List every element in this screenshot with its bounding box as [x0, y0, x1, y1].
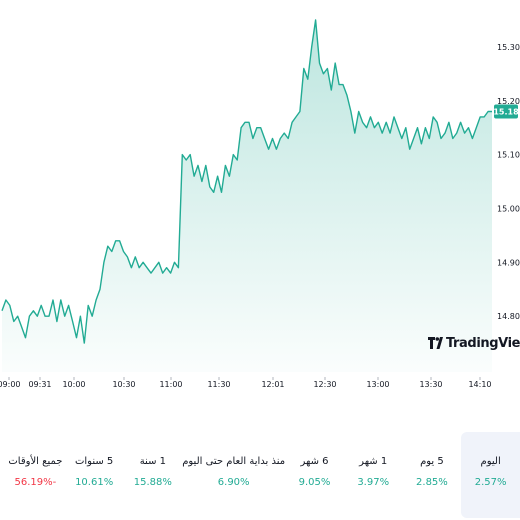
y-axis-tick-label: 15.20	[497, 97, 520, 106]
period-6-months[interactable]: 6 شهر 9.05%	[285, 432, 344, 518]
x-axis-tick-label: 12:01	[261, 380, 284, 389]
period-label: 6 شهر	[300, 456, 329, 467]
last-price-label: 15.18	[493, 108, 519, 117]
price-line	[1, 19, 492, 344]
period-today[interactable]: اليوم 2.57%	[461, 432, 520, 518]
x-axis-tick-label: 10:30	[112, 380, 135, 389]
y-axis-tick-label: 14.90	[497, 258, 520, 267]
price-area-fill	[2, 20, 492, 372]
period-value: 6.90%	[217, 477, 250, 488]
period-all-time[interactable]: جميع الأوقات 56.19%-	[6, 432, 65, 518]
tradingview-watermark[interactable]: TradingView	[428, 332, 520, 354]
y-axis-tick-label: 15.10	[497, 151, 520, 160]
period-5-days[interactable]: 5 يوم 2.85%	[403, 432, 462, 518]
period-label: 1 شهر	[359, 456, 388, 467]
y-axis-tick-label: 15.30	[497, 43, 520, 52]
price-chart[interactable]: 15.30 15.20 15.10 15.00 14.90 14.80 09:00 09:3…	[0, 0, 520, 440]
period-1-year[interactable]: 1 سنة 15.88%	[123, 432, 182, 518]
period-5-years[interactable]: 5 سنوات 10.61%	[65, 432, 124, 518]
last-price-badge	[494, 104, 518, 119]
tradingview-logo-icon	[428, 337, 443, 349]
period-label: 1 سنة	[139, 456, 166, 467]
x-axis-tick-label: 11:00	[159, 380, 182, 389]
x-axis-tick-label: 09:00	[0, 380, 21, 389]
watermark-text: TradingView	[446, 335, 520, 351]
x-axis-tick-label: 13:30	[419, 380, 442, 389]
period-value: 3.97%	[357, 477, 390, 488]
period-label: منذ بداية العام حتى اليوم	[182, 456, 286, 467]
period-ytd[interactable]: منذ بداية العام حتى اليوم 6.90%	[182, 432, 285, 518]
period-label: 5 يوم	[420, 456, 444, 467]
period-value: 56.19%-	[14, 477, 57, 488]
period-label: جميع الأوقات	[8, 456, 63, 467]
x-axis-tick-label: 14:10	[468, 380, 491, 389]
period-value: 2.57%	[474, 477, 507, 488]
period-value: 2.85%	[416, 477, 448, 488]
x-axis-tick-label: 09:31	[28, 380, 51, 389]
y-axis-tick-label: 14.80	[497, 312, 520, 321]
x-axis-tick-label: 12:30	[313, 380, 336, 389]
x-axis-tick-label: 10:00	[62, 380, 85, 389]
period-performance-bar: اليوم 2.57% 5 يوم 2.85% 1 شهر 3.97% 6 شه…	[6, 432, 520, 518]
period-label: اليوم	[480, 456, 501, 467]
x-axis-tick-label: 13:00	[366, 380, 389, 389]
y-axis-tick-label: 15.00	[497, 204, 520, 213]
period-label: 5 سنوات	[74, 456, 114, 467]
chart-canvas[interactable]: 15.30 15.20 15.10 15.00 14.90 14.80 09:00 09:3…	[0, 0, 520, 440]
period-1-month[interactable]: 1 شهر 3.97%	[344, 432, 403, 518]
x-axis-tick-label: 11:30	[207, 380, 230, 389]
period-value: 10.61%	[75, 477, 114, 488]
period-value: 9.05%	[298, 477, 331, 488]
period-value: 15.88%	[133, 477, 172, 488]
